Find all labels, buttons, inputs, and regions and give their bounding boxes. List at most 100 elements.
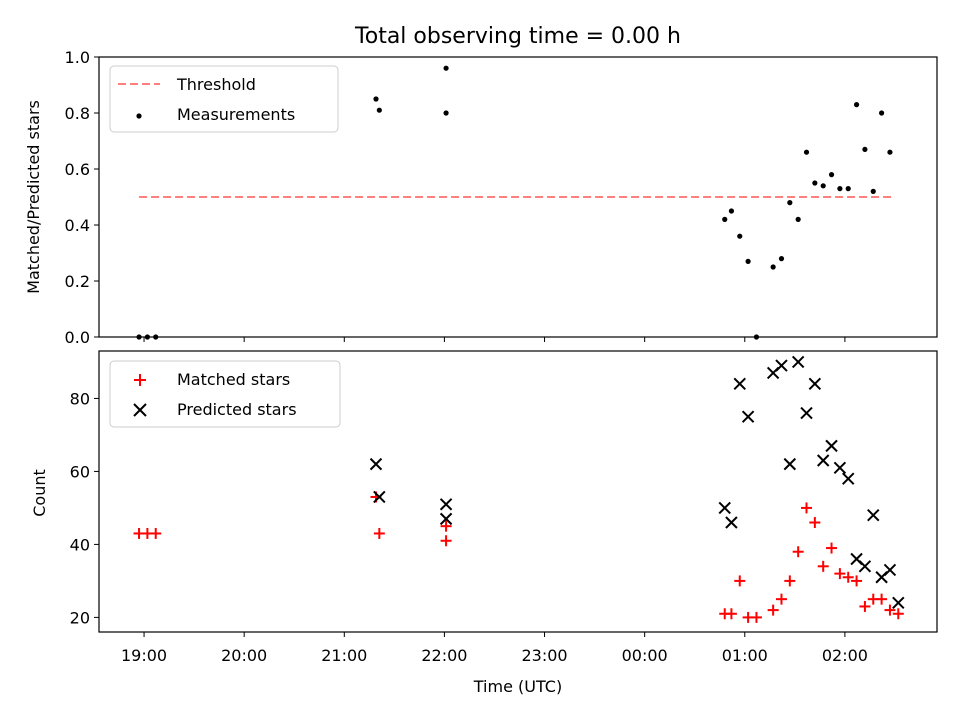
- predicted-point: [842, 472, 855, 485]
- matched-point: [734, 575, 746, 587]
- bottom-y-axis-ticks: 20 40 60 80: [70, 389, 99, 627]
- predicted-point: [439, 498, 453, 511]
- bottom-y-tick-label: 60: [70, 462, 90, 481]
- matched-point: [373, 527, 385, 539]
- legend-measurements-label: Measurements: [177, 105, 295, 124]
- predicted-point-b: [842, 472, 855, 485]
- predicted-point-b: [816, 454, 830, 467]
- top-y-axis-ticks: 0.0 0.2 0.4 0.6 0.8 1.0: [65, 48, 99, 347]
- predicted-point: [733, 377, 746, 391]
- top-y-tick-label: 0.6: [65, 160, 90, 179]
- chart-title: Total observing time = 0.00 h: [354, 24, 681, 49]
- measurement-point: [443, 110, 449, 116]
- measurement-point: [845, 186, 851, 192]
- predicted-point: [892, 596, 905, 610]
- matched-point: [784, 575, 796, 587]
- predicted-point: [833, 461, 847, 474]
- x-tick-label: 22:00: [421, 646, 467, 665]
- predicted-point: [816, 454, 830, 467]
- measurement-point: [812, 180, 818, 186]
- predicted-point-b: [783, 457, 797, 471]
- bottom-y-tick-label: 80: [70, 389, 90, 408]
- x-tick-label: 00:00: [622, 646, 668, 665]
- predicted-point: [867, 509, 880, 522]
- predicted-point-b: [791, 355, 805, 369]
- predicted-point: [858, 560, 872, 573]
- predicted-point-b: [439, 498, 453, 511]
- matched-point: [801, 502, 813, 514]
- predicted-point: [783, 457, 797, 471]
- x-axis-label: Time (UTC): [473, 677, 562, 696]
- matched-point: [150, 527, 162, 539]
- matched-point: [884, 604, 896, 616]
- predicted-point-b: [892, 596, 905, 610]
- bottom-legend-box: [109, 360, 341, 428]
- legend-predicted-swatch: [133, 403, 147, 417]
- measurement-point: [778, 256, 785, 262]
- measurement-point: [820, 183, 826, 189]
- matched-point: [817, 560, 829, 572]
- predicted-stars-series: [369, 355, 905, 610]
- matched-point: [440, 535, 452, 547]
- measurement-point: [879, 110, 885, 116]
- measurement-point: [753, 334, 760, 340]
- measurement-point: [870, 188, 876, 194]
- x-tick-label: 01:00: [722, 646, 768, 665]
- predicted-point-b: [373, 490, 386, 504]
- measurement-point: [722, 216, 728, 222]
- predicted-point: [718, 501, 731, 515]
- bottom-y-tick-label: 20: [70, 608, 90, 627]
- predicted-point-b: [808, 377, 822, 391]
- x-tick-label: 02:00: [822, 646, 868, 665]
- top-y-tick-label: 1.0: [65, 48, 90, 67]
- matched-point: [775, 593, 787, 605]
- top-legend-box: [109, 65, 339, 133]
- measurement-point: [373, 96, 379, 102]
- predicted-point-b: [867, 509, 880, 522]
- legend-matched-label: Matched stars: [177, 370, 290, 389]
- predicted-point: [369, 457, 383, 471]
- measurement-point: [887, 149, 893, 155]
- measurement-point: [828, 172, 835, 178]
- measurement-point: [136, 334, 142, 340]
- matched-point: [851, 575, 863, 587]
- x-tick-label: 23:00: [521, 646, 567, 665]
- x-tick-label: 21:00: [321, 646, 367, 665]
- predicted-point: [800, 406, 813, 420]
- predicted-point-b: [883, 563, 897, 577]
- predicted-point: [775, 359, 788, 372]
- predicted-point: [373, 490, 386, 504]
- predicted-point-b: [825, 439, 838, 453]
- bottom-y-axis-label: Count: [30, 469, 49, 517]
- matched-point: [809, 517, 821, 529]
- legend-predicted-label: Predicted stars: [177, 400, 297, 419]
- top-y-tick-label: 0.4: [65, 216, 90, 235]
- measurement-point: [862, 146, 868, 152]
- x-tick-label: 19:00: [121, 646, 167, 665]
- predicted-point-b: [718, 501, 731, 515]
- top-y-tick-label: 0.8: [65, 104, 90, 123]
- predicted-point: [439, 512, 453, 526]
- measurement-point: [770, 264, 776, 270]
- matched-point: [834, 568, 846, 580]
- x-tick-label: 20:00: [221, 646, 267, 665]
- bottom-panel: 20 40 60 80 19:00 20:00 21:00 22:00 23:00 00:00 0…: [30, 350, 938, 696]
- predicted-point: [741, 410, 755, 423]
- top-y-tick-label: 0.0: [65, 328, 90, 347]
- measurement-point: [737, 233, 743, 239]
- matched-point: [792, 546, 804, 558]
- predicted-point-b: [850, 552, 863, 566]
- matched-point: [892, 608, 904, 620]
- matched-stars-series: [133, 491, 904, 623]
- predicted-point-b: [439, 512, 453, 526]
- bottom-legend: Matched stars Predicted stars: [109, 360, 341, 428]
- predicted-point-b: [369, 457, 383, 471]
- measurement-point: [803, 149, 810, 155]
- measurement-point: [153, 334, 159, 340]
- measurements-series: [136, 65, 893, 340]
- predicted-point-b: [833, 461, 847, 474]
- top-legend: Threshold Measurements: [109, 65, 339, 133]
- matched-point: [876, 593, 888, 605]
- predicted-point-b: [775, 359, 788, 372]
- measurement-point: [443, 65, 449, 71]
